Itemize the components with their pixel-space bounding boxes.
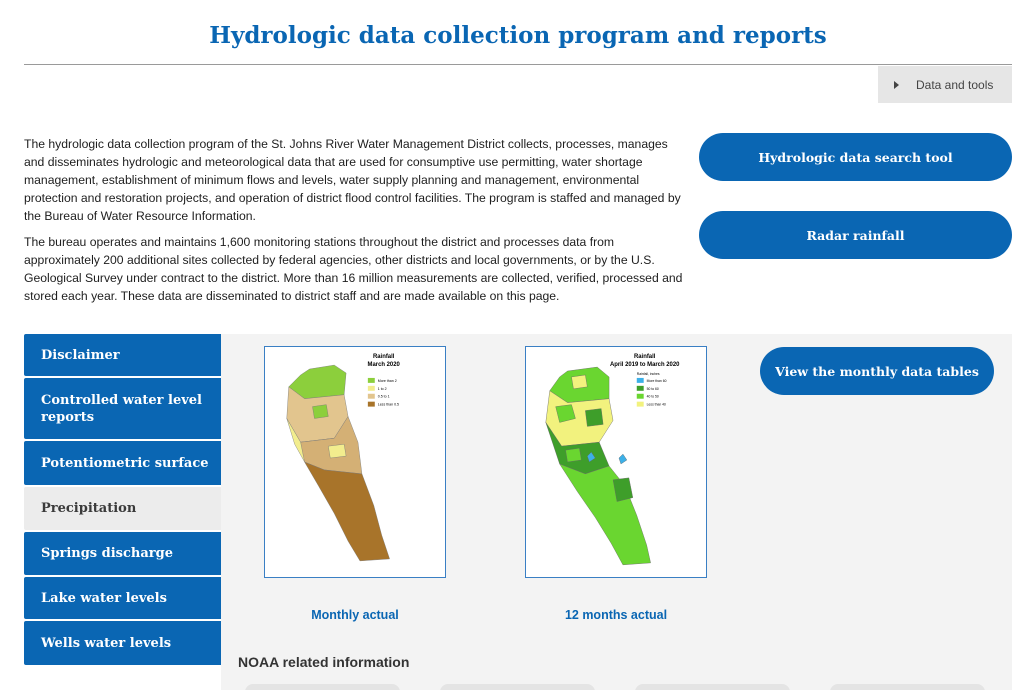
map1-title-line1: Rainfall	[373, 354, 395, 360]
map2-district-shape	[545, 366, 651, 566]
sidebar-item-disclaimer[interactable]: Disclaimer	[24, 334, 221, 376]
svg-text:50 to 60: 50 to 60	[647, 387, 659, 391]
sidebar-item-label: Precipitation	[41, 501, 137, 516]
monthly-rainfall-map-image: Rainfall March 2020 More than 2 1 to 2 0…	[286, 354, 401, 562]
svg-text:Less than 0.5: Less than 0.5	[378, 403, 399, 407]
sidebar-item-label: Lake water levels	[41, 590, 167, 606]
annual-rainfall-map-image: Rainfall April 2019 to March 2020 Rainfa…	[545, 354, 680, 566]
sidebar-item-label: Controlled water level reports	[41, 392, 202, 425]
map1-title-line2: March 2020	[368, 362, 401, 368]
noaa-card	[245, 684, 400, 690]
sidebar-item-controlled-water-level-reports[interactable]: Controlled water level reports	[24, 378, 221, 439]
monthly-rainfall-map-link[interactable]: Rainfall March 2020 More than 2 1 to 2 0…	[264, 346, 446, 578]
caret-right-icon	[894, 80, 899, 89]
map2-legend: Rainfall, inches More than 60 50 to 60 4…	[636, 372, 667, 407]
svg-text:40 to 50: 40 to 50	[647, 395, 659, 399]
sidebar-item-lake-water-levels[interactable]: Lake water levels	[24, 577, 221, 619]
noaa-card	[440, 684, 595, 690]
map2-title-line1: Rainfall	[634, 354, 656, 360]
sidebar-item-label: Disclaimer	[41, 347, 120, 363]
noaa-heading: NOAA related information	[238, 654, 410, 670]
sidebar-item-label: Potentiometric surface	[41, 455, 209, 471]
svg-text:0.5 to 1: 0.5 to 1	[378, 395, 390, 399]
sidebar-item-wells-water-levels[interactable]: Wells water levels	[24, 621, 221, 665]
annual-rainfall-map-link[interactable]: Rainfall April 2019 to March 2020 Rainfa…	[525, 346, 707, 578]
sidebar-item-potentiometric-surface[interactable]: Potentiometric surface	[24, 441, 221, 485]
twelve-months-actual-link[interactable]: 12 months actual	[564, 608, 668, 622]
noaa-card	[635, 684, 790, 690]
noaa-card	[830, 684, 985, 690]
map2-title-line2: April 2019 to March 2020	[610, 362, 680, 368]
svg-text:1 to 2: 1 to 2	[378, 387, 387, 391]
intro-paragraph-2: The bureau operates and maintains 1,600 …	[24, 235, 683, 303]
svg-text:Rainfall, inches: Rainfall, inches	[637, 372, 660, 376]
sidebar-item-springs-discharge[interactable]: Springs discharge	[24, 532, 221, 575]
page-title: Hydrologic data collection program and r…	[209, 22, 827, 49]
radar-rainfall-button[interactable]: Radar rainfall	[699, 211, 1012, 259]
sidebar-item-label: Wells water levels	[41, 635, 172, 651]
data-and-tools-toggle[interactable]: Data and tools	[878, 66, 1012, 103]
intro-paragraph-1: The hydrologic data collection program o…	[24, 137, 681, 223]
map1-district-shape	[286, 364, 390, 562]
monthly-actual-link[interactable]: Monthly actual	[311, 608, 399, 622]
sidebar-nav: Disclaimer Controlled water level report…	[24, 334, 221, 667]
sidebar-item-precipitation[interactable]: Precipitation	[24, 487, 221, 530]
hydrologic-data-search-tool-button[interactable]: Hydrologic data search tool	[699, 133, 1012, 181]
sidebar-item-label: Springs discharge	[41, 546, 173, 561]
intro-text: The hydrologic data collection program o…	[24, 135, 684, 313]
title-divider	[24, 64, 1012, 65]
svg-text:More than 2: More than 2	[378, 379, 397, 383]
svg-text:Less than 40: Less than 40	[647, 403, 666, 407]
view-monthly-data-tables-button[interactable]: View the monthly data tables	[760, 347, 994, 395]
data-and-tools-label: Data and tools	[916, 77, 994, 92]
map1-legend: More than 2 1 to 2 0.5 to 1 Less than 0.…	[367, 377, 399, 407]
svg-text:More than 60: More than 60	[647, 379, 667, 383]
